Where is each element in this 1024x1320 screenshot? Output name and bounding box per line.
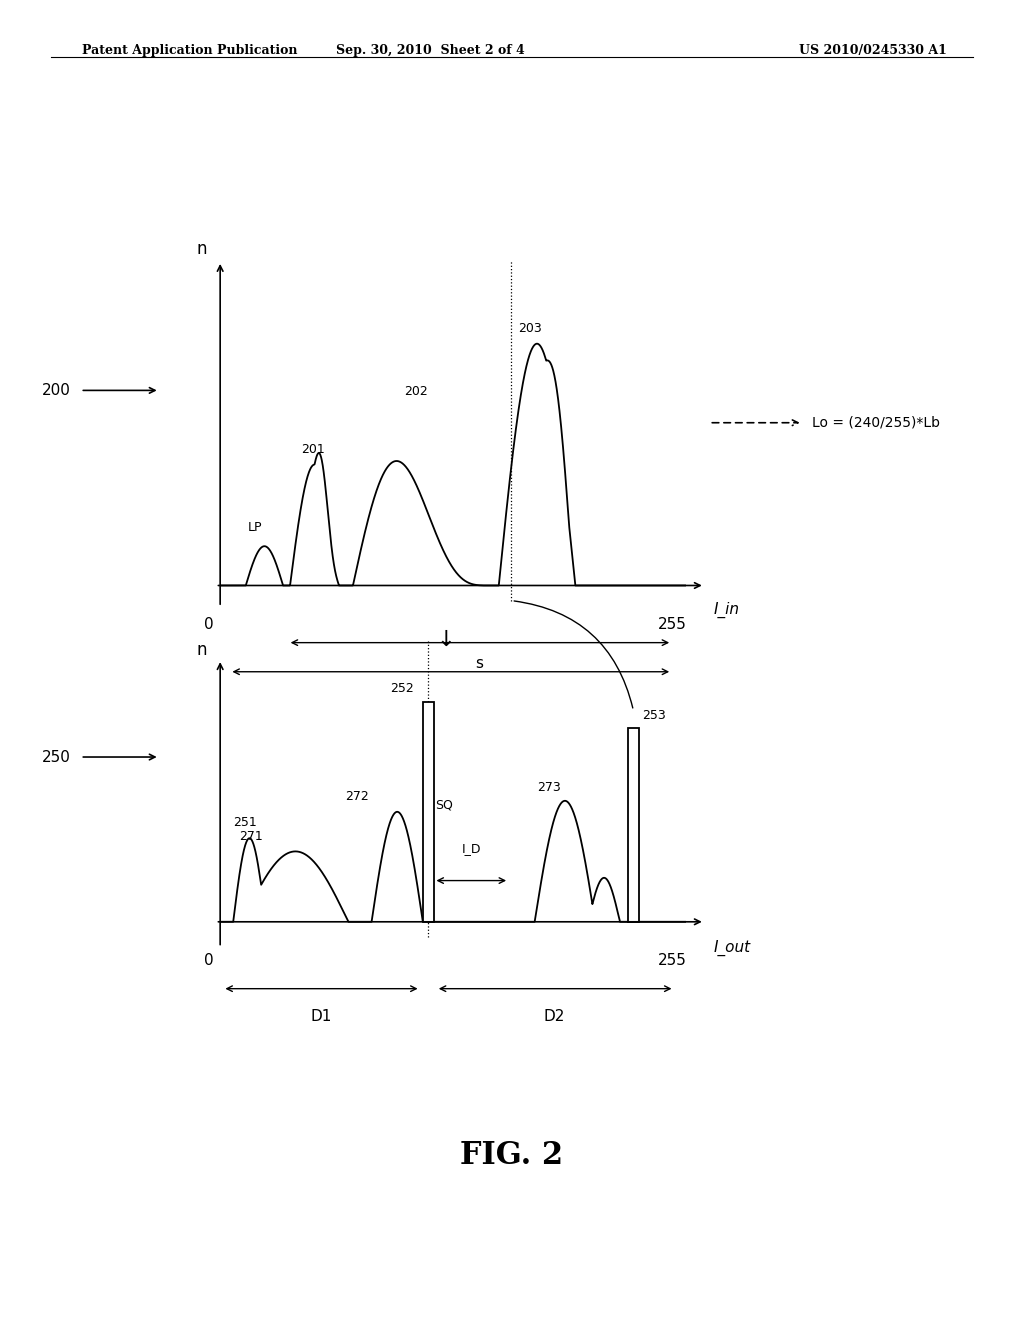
Text: Patent Application Publication: Patent Application Publication — [82, 44, 297, 57]
Text: I_out: I_out — [714, 940, 752, 956]
Text: m: m — [445, 685, 461, 700]
Text: 251: 251 — [233, 816, 257, 829]
Text: 201: 201 — [301, 442, 326, 455]
Text: D1: D1 — [311, 1010, 332, 1024]
Text: 0: 0 — [204, 616, 213, 632]
Text: 253: 253 — [642, 709, 666, 722]
Text: I_in: I_in — [714, 602, 740, 618]
Bar — [423, 702, 433, 921]
Text: SQ: SQ — [435, 799, 454, 812]
Text: 203: 203 — [518, 322, 542, 335]
Text: 200: 200 — [42, 383, 71, 397]
Text: FIG. 2: FIG. 2 — [461, 1139, 563, 1171]
Text: 252: 252 — [390, 682, 414, 696]
Text: 202: 202 — [404, 385, 428, 399]
Text: 250: 250 — [42, 750, 71, 764]
Text: Lo = (240/255)*Lb: Lo = (240/255)*Lb — [812, 416, 940, 430]
Text: US 2010/0245330 A1: US 2010/0245330 A1 — [799, 44, 946, 57]
Text: 255: 255 — [657, 616, 686, 632]
Text: Sep. 30, 2010  Sheet 2 of 4: Sep. 30, 2010 Sheet 2 of 4 — [336, 44, 524, 57]
Text: s: s — [475, 656, 482, 671]
Text: n: n — [197, 240, 207, 257]
Text: D2: D2 — [544, 1010, 564, 1024]
Text: 273: 273 — [537, 781, 561, 795]
Bar — [628, 729, 639, 921]
Text: 255: 255 — [657, 953, 686, 968]
Text: I_D: I_D — [462, 842, 481, 855]
Text: 272: 272 — [345, 789, 370, 803]
Text: 0: 0 — [204, 953, 213, 968]
Text: LP: LP — [248, 521, 262, 535]
Text: ↓: ↓ — [436, 630, 455, 651]
Text: n: n — [197, 642, 207, 659]
Text: 271: 271 — [239, 829, 262, 842]
